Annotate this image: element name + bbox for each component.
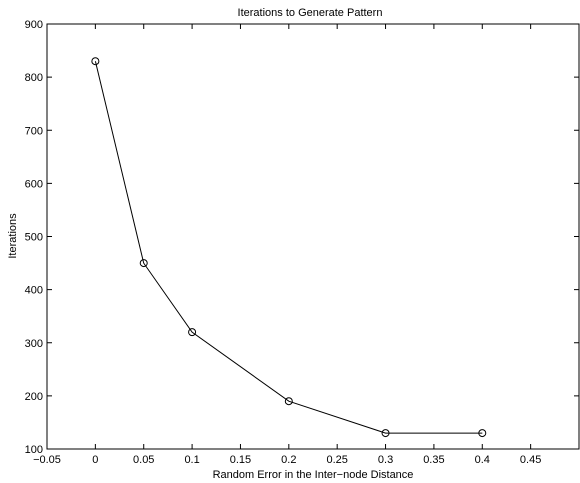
- y-tick-label: 200: [25, 391, 43, 403]
- x-tick-label: 0.1: [184, 454, 199, 466]
- data-point-marker: [478, 429, 487, 438]
- x-axis-label: Random Error in the Inter−node Distance: [213, 469, 414, 481]
- y-tick-label: 600: [25, 178, 43, 190]
- series-group: [91, 57, 487, 438]
- x-tick-label: 0.35: [423, 454, 444, 466]
- x-tick-label: 0.25: [326, 454, 347, 466]
- x-tick-label: 0.05: [133, 454, 154, 466]
- x-tick-label: −0.05: [33, 454, 61, 466]
- y-tick-label: 700: [25, 125, 43, 137]
- x-tick-label: 0.2: [281, 454, 296, 466]
- x-tick-label: 0.45: [520, 454, 541, 466]
- data-point-marker: [381, 429, 390, 438]
- x-tick-label: 0.3: [378, 454, 393, 466]
- data-point-marker: [188, 328, 197, 337]
- data-point-marker: [139, 259, 148, 268]
- x-axis: −0.05 0 0.05 0.1 0.15 0.2 0.25 0.3 0.35 0.4 0.45: [33, 24, 541, 466]
- x-tick-label: 0.4: [475, 454, 490, 466]
- data-point-marker: [284, 397, 293, 406]
- x-tick-label: 0.15: [230, 454, 251, 466]
- y-tick-label: 500: [25, 232, 43, 244]
- series-line: [94, 61, 483, 434]
- y-tick-label: 300: [25, 338, 43, 350]
- y-tick-label: 900: [25, 19, 43, 31]
- y-tick-label: 800: [25, 72, 43, 84]
- plot-area-frame: [46, 23, 580, 450]
- y-tick-label: 400: [25, 285, 43, 297]
- x-tick-label: 0: [92, 454, 98, 466]
- y-axis-label: Iterations: [7, 213, 19, 259]
- data-point-marker: [91, 57, 100, 66]
- y-axis: 100 200 300 400 500 600 700 800 900: [25, 19, 579, 456]
- y-tick-label: 100: [25, 444, 43, 456]
- chart-title: Iterations to Generate Pattern: [238, 7, 383, 19]
